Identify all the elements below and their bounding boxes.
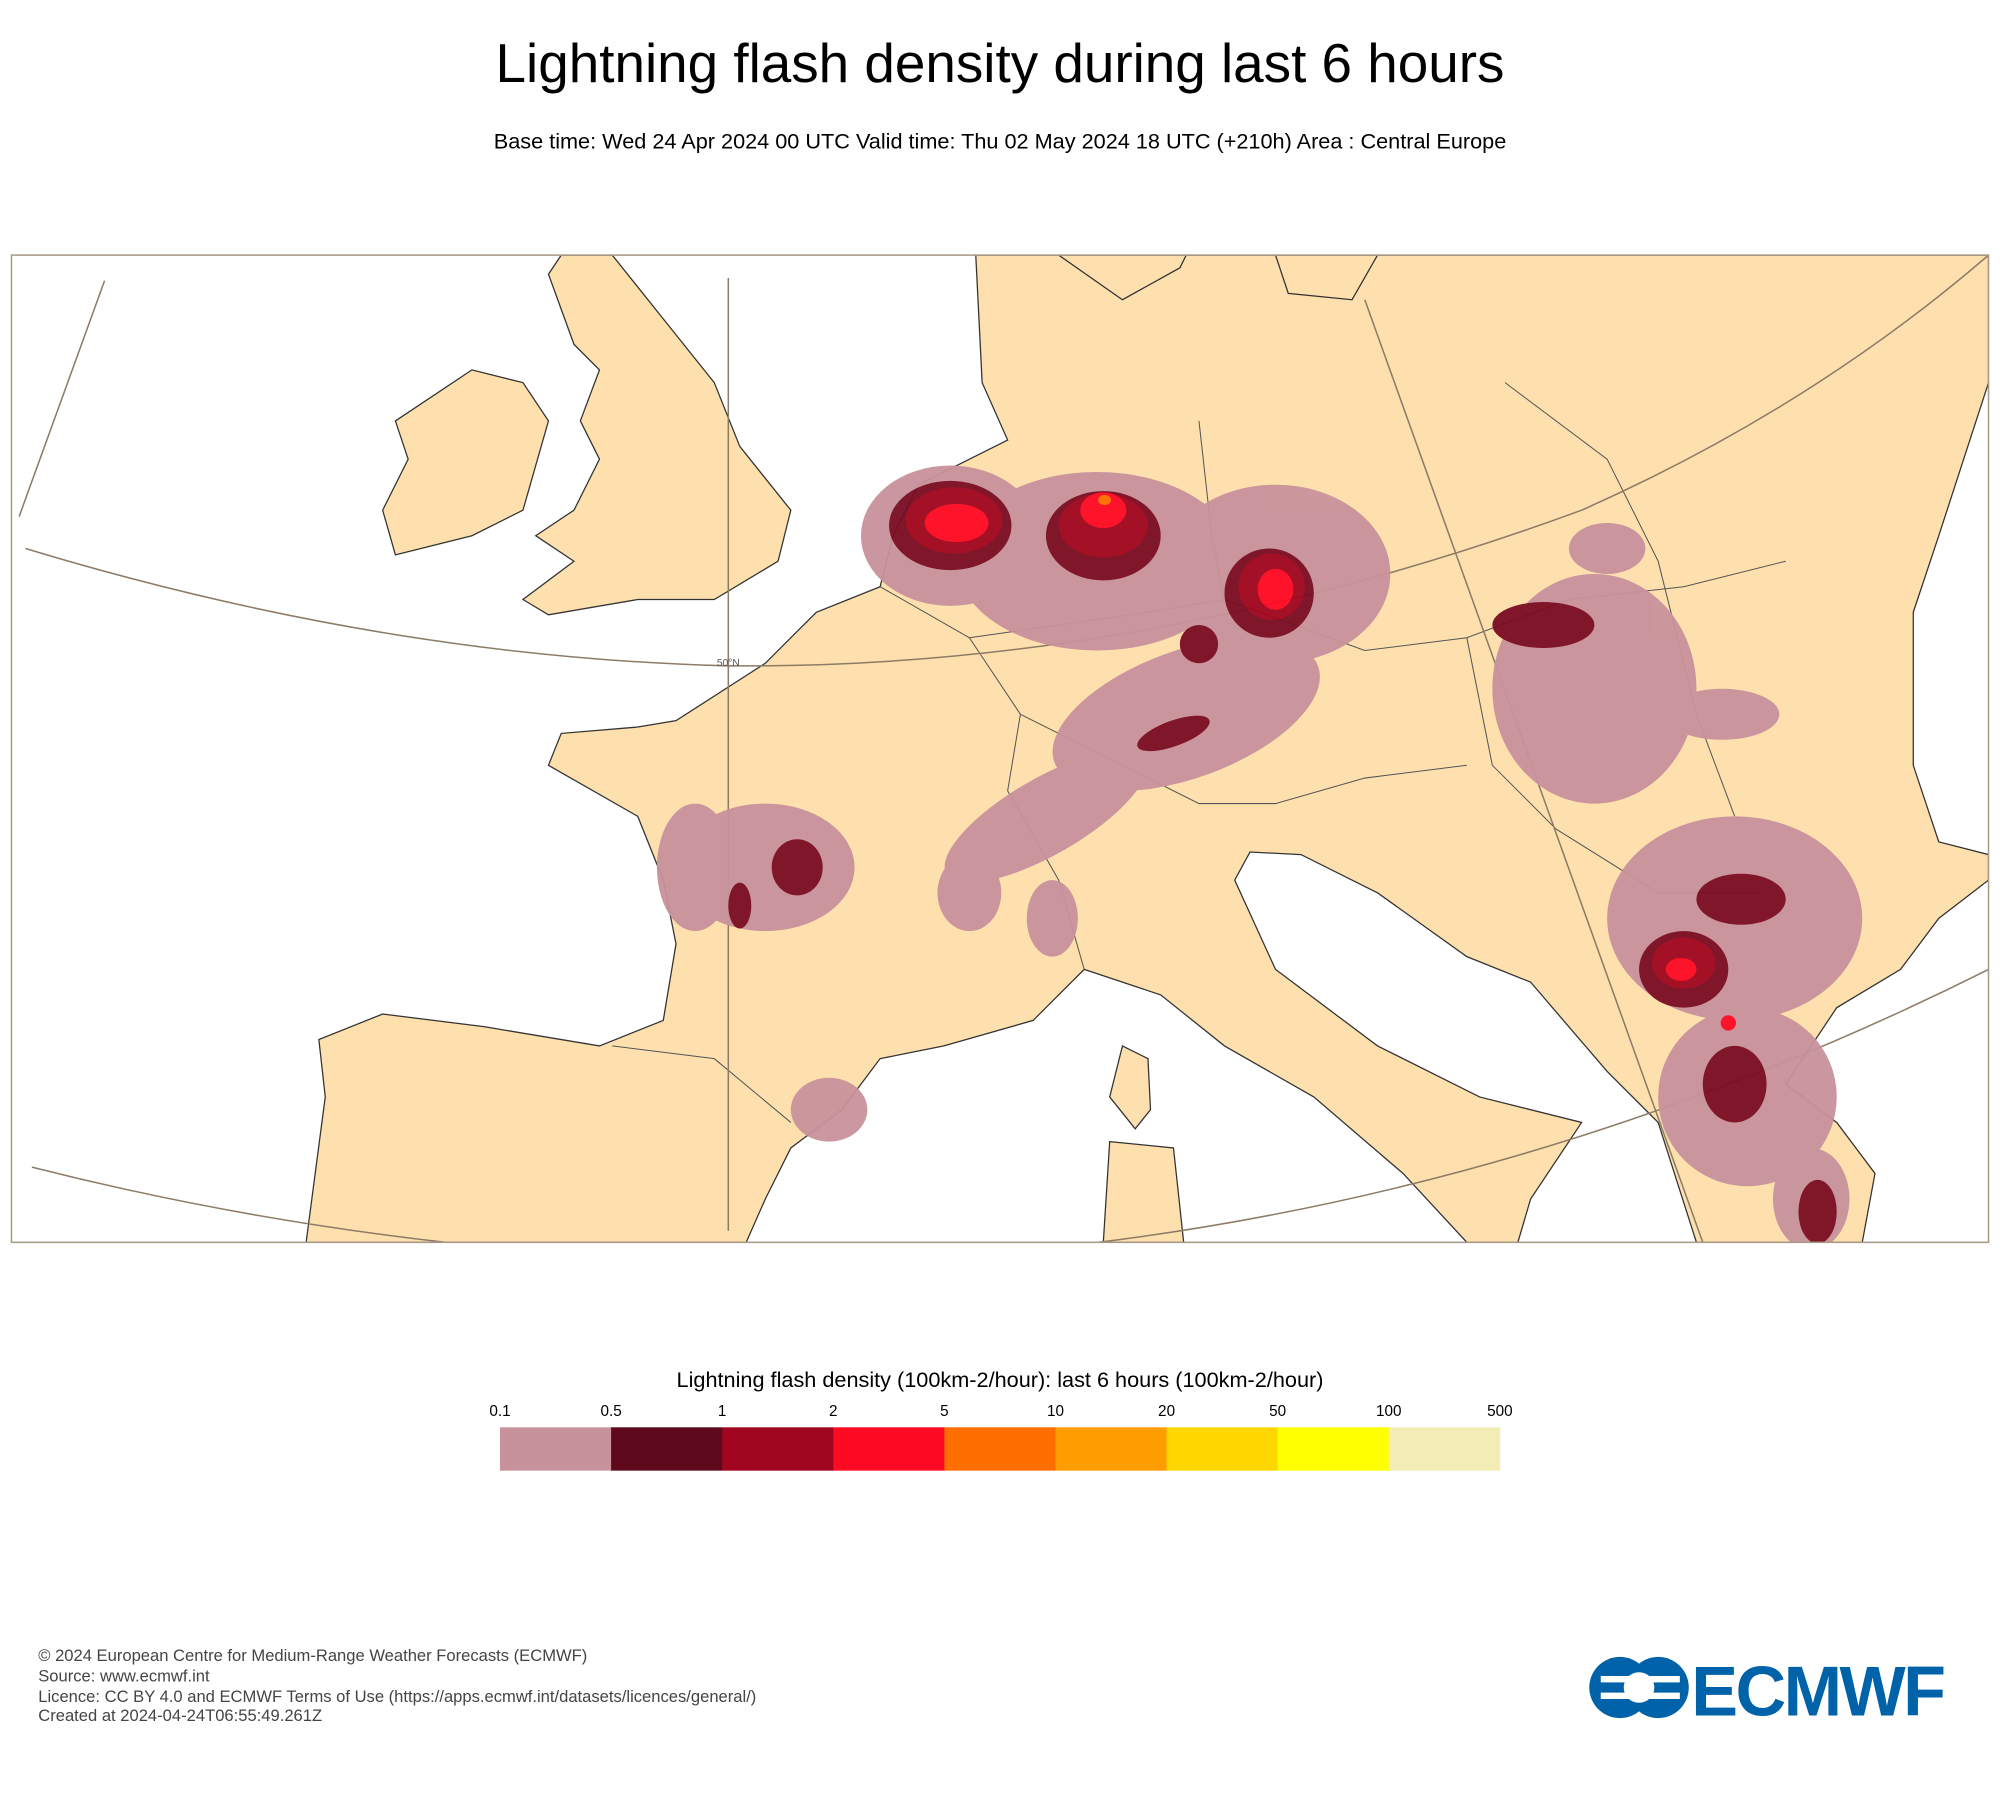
- colorbar-box: [1388, 1427, 1501, 1471]
- colorbar-tick-label: 1: [718, 1403, 727, 1420]
- great-britain: [521, 255, 792, 616]
- footer-line: © 2024 European Centre for Medium-Range …: [38, 1646, 587, 1665]
- graticule-label: 50°N: [717, 658, 740, 669]
- colorbar-box: [500, 1427, 612, 1471]
- colorbar-tick-label: 10: [1047, 1403, 1064, 1420]
- scandinavia: [1057, 255, 1379, 301]
- colorbar-tick-label: 0.1: [489, 1403, 510, 1420]
- colorbar-tick-label: 100: [1376, 1403, 1402, 1420]
- logo-text: ECMWF: [1691, 1652, 1944, 1731]
- logo: ECMWF: [1589, 1652, 1947, 1731]
- map: 50°N: [11, 255, 1989, 1243]
- colorbar-box: [722, 1427, 834, 1471]
- footer: © 2024 European Centre for Medium-Range …: [38, 1646, 756, 1725]
- lightning-density: [656, 465, 1863, 1243]
- footer-line: Created at 2024-04-24T06:55:49.261Z: [38, 1706, 322, 1725]
- colorbar-tick-label: 500: [1487, 1403, 1513, 1420]
- colorbar-tick-label: 2: [829, 1403, 838, 1420]
- colorbar: 0.1 0.5 1 2 5 10 20 50 100 500: [489, 1403, 1513, 1471]
- colorbar-tick-label: 5: [940, 1403, 949, 1420]
- footer-line: Licence: CC BY 4.0 and ECMWF Terms of Us…: [38, 1687, 756, 1706]
- corsica: [1108, 1044, 1152, 1130]
- subtitle: Base time: Wed 24 Apr 2024 00 UTC Valid …: [494, 129, 1506, 154]
- legend-title: Lightning flash density (100km-2/hour): …: [677, 1367, 1324, 1392]
- map-frame: [10, 254, 1990, 1244]
- colorbar-tick-label: 0.5: [600, 1403, 621, 1420]
- colorbar-box: [1277, 1427, 1390, 1471]
- title: Lightning flash density during last 6 ho…: [496, 32, 1505, 94]
- colorbar-tick-label: 20: [1158, 1403, 1175, 1420]
- footer-line: Source: www.ecmwf.int: [38, 1667, 210, 1686]
- sardinia: [1102, 1140, 1185, 1243]
- colorbar-box: [833, 1427, 945, 1471]
- colorbar-tick-label: 50: [1269, 1403, 1286, 1420]
- colorbar-box: [1166, 1427, 1279, 1471]
- colorbar-box: [611, 1427, 723, 1471]
- colorbar-box: [944, 1427, 1056, 1471]
- colorbar-box: [1055, 1427, 1167, 1471]
- ireland: [381, 369, 550, 556]
